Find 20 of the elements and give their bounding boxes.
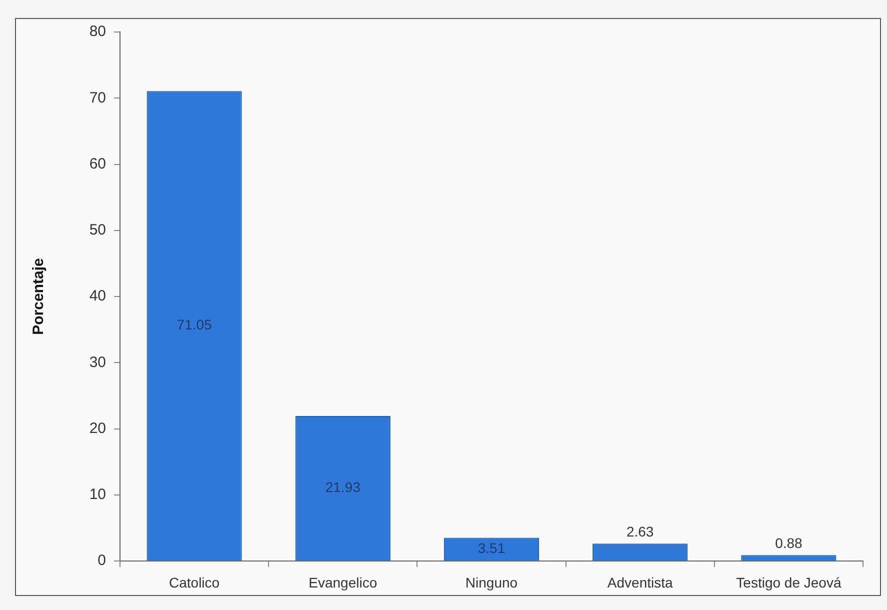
y-tick-label: 20 (89, 420, 106, 437)
y-tick-label: 50 (89, 222, 106, 239)
data-label: 0.88 (775, 535, 803, 552)
y-tick-label: 60 (89, 155, 106, 172)
x-tick-label: Evangelico (308, 574, 378, 590)
data-label: 2.63 (626, 523, 654, 540)
y-tick-label: 80 (89, 23, 106, 40)
y-tick-label: 0 (98, 552, 106, 570)
data-label: 71.05 (176, 316, 212, 333)
data-label: 21.93 (325, 479, 361, 496)
y-tick-label: 70 (89, 89, 106, 106)
data-label: 3.51 (478, 540, 506, 556)
x-tick-label: Ninguno (465, 574, 518, 590)
y-axis-title: Porcentaje (30, 258, 48, 335)
y-tick-label: 30 (89, 354, 106, 371)
y-tick-label: 40 (89, 288, 106, 305)
y-tick-label: 10 (89, 486, 106, 504)
x-tick-label: Catolico (169, 574, 220, 590)
x-tick-label: Testigo de Jeová (736, 574, 842, 590)
x-tick-label: Adventista (607, 574, 673, 590)
